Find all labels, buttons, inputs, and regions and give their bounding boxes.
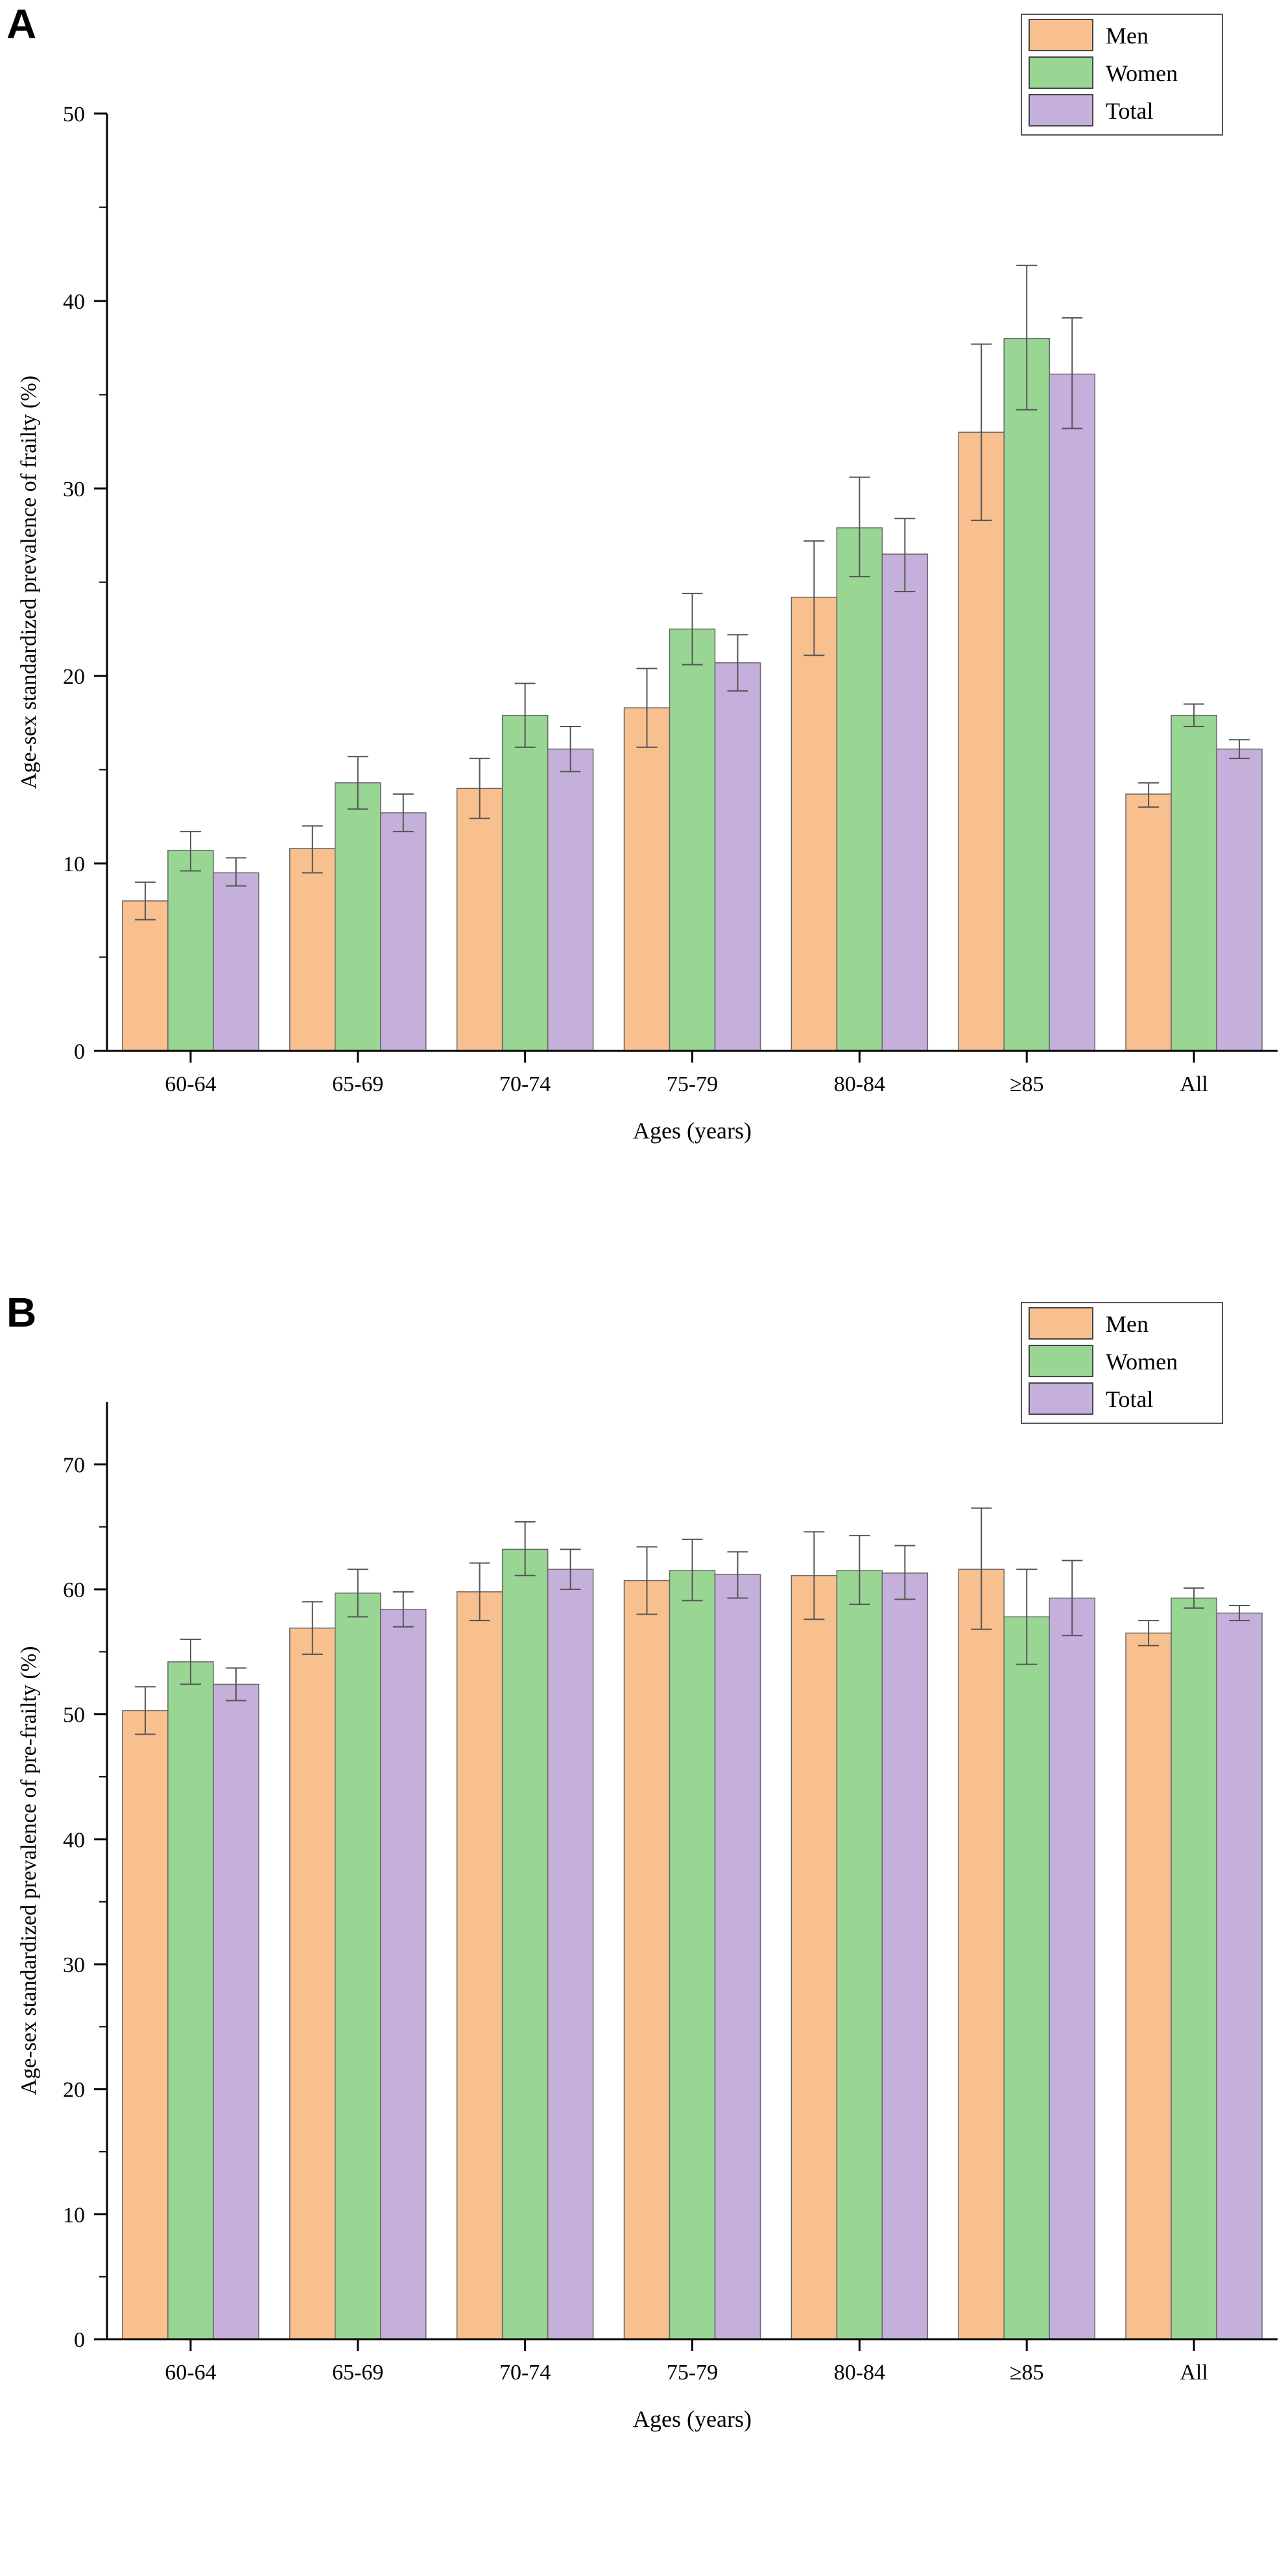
x-tick-label: 75-79 [667,1072,718,1096]
bar-men-≥85 [958,1569,1005,2340]
legend-label-total: Total [1106,98,1153,124]
bar-total-65-69 [380,1609,427,2340]
bar-total-60-64 [213,872,259,1052]
panel-a: A 0 10 20 30 40 50 60-64 65-69 70-74 75-79 80-84 ≥8… [6,1,1278,1144]
y-tick-label: 20 [63,2078,85,2102]
bar-women-All [1171,1597,1217,2340]
bar-total-≥85 [1049,373,1095,1052]
x-tick-label: 80-84 [834,2361,885,2385]
x-tick-label: All [1180,1072,1208,1096]
bar-women-≥85 [1003,1616,1050,2340]
x-tick-label: All [1180,2361,1208,2385]
legend-label-men: Men [1106,23,1149,49]
bar-men-All [1125,1632,1172,2340]
legend-label-women: Women [1106,60,1178,86]
panel-label-b: B [6,1289,37,1336]
bar-men-All [1125,793,1172,1052]
x-tick-label: 80-84 [834,1072,885,1096]
bar-total-70-74 [547,1569,594,2340]
x-tick-label: 70-74 [499,1072,551,1096]
bar-men-60-64 [122,1710,169,2340]
legend-swatch-total [1029,1382,1093,1415]
bar-total-75-79 [714,662,761,1052]
bar-men-70-74 [456,788,503,1052]
legend-swatch-men [1029,19,1093,51]
legend-label-men: Men [1106,1311,1149,1337]
y-tick-label: 10 [63,2203,85,2227]
y-tick-label: 40 [63,290,85,314]
bar-women-75-79 [669,1570,716,2340]
x-tick-label: 70-74 [499,2361,551,2385]
bar-women-60-64 [167,1661,214,2340]
bar-women-70-74 [501,1548,549,2340]
legend-swatch-total [1029,94,1093,126]
bar-total-All [1216,748,1263,1052]
bar-women-All [1171,714,1217,1052]
bar-men-80-84 [791,596,838,1052]
bar-women-80-84 [836,1570,883,2340]
y-tick-label: 0 [74,2328,85,2352]
bar-total-All [1216,1612,1263,2340]
panel-label-a: A [6,1,37,47]
pre-frailty-chart: 0 10 20 30 40 50 60 70 60-64 65-69 70-74 75-79 80-84… [17,1302,1278,2432]
y-tick-label: 10 [63,852,85,876]
bar-men-≥85 [958,431,1005,1052]
x-tick-label: 60-64 [165,2361,216,2385]
x-tick-label: 75-79 [667,2361,718,2385]
bar-total-70-74 [547,748,594,1052]
bar-total-≥85 [1049,1597,1095,2340]
y-tick-label: 40 [63,1828,85,1852]
y-tick-label: 0 [74,1040,85,1064]
frailty-chart: 0 10 20 30 40 50 60-64 65-69 70-74 75-79 80-84 ≥85 A… [17,14,1278,1144]
bar-men-60-64 [122,900,169,1052]
bar-women-60-64 [167,850,214,1052]
x-axis-title: Ages (years) [633,2406,752,2432]
y-tick-label: 20 [63,665,85,689]
y-tick-label: 50 [63,102,85,126]
bar-men-65-69 [289,1627,336,2340]
bar-women-65-69 [335,782,381,1052]
legend-label-total: Total [1106,1386,1153,1412]
bar-men-75-79 [623,707,671,1052]
x-tick-label: ≥85 [1010,1072,1044,1096]
y-tick-label: 60 [63,1578,85,1602]
y-tick-label: 50 [63,1703,85,1727]
x-axis-title: Ages (years) [633,1118,752,1144]
y-tick-label: 30 [63,1953,85,1977]
bar-women-≥85 [1003,338,1050,1052]
bar-total-75-79 [714,1574,761,2340]
x-tick-label: ≥85 [1010,2361,1044,2385]
y-axis-title: Age-sex standardized prevalence of pre-f… [17,1646,41,2095]
bar-total-80-84 [881,553,929,1052]
legend-label-women: Women [1106,1349,1178,1375]
bar-total-65-69 [380,812,427,1052]
bar-women-75-79 [669,629,716,1052]
bar-total-60-64 [213,1683,259,2340]
x-tick-label: 65-69 [332,2361,383,2385]
bar-women-70-74 [501,714,549,1052]
y-axis-title: Age-sex standardized prevalence of frail… [17,376,41,789]
legend-swatch-women [1029,1345,1093,1377]
bar-men-70-74 [456,1591,503,2340]
legend-swatch-men [1029,1307,1093,1340]
x-tick-label: 60-64 [165,1072,216,1096]
legend-swatch-women [1029,56,1093,89]
bar-men-75-79 [623,1580,671,2340]
bar-women-80-84 [836,527,883,1052]
x-tick-label: 65-69 [332,1072,383,1096]
panel-b: B 0 10 20 30 40 50 60 70 60-64 65-69 70-74 75-79 80-… [0,1288,1286,2576]
bar-men-80-84 [791,1575,838,2340]
y-tick-label: 70 [63,1453,85,1477]
bar-men-65-69 [289,848,336,1052]
y-tick-label: 30 [63,477,85,501]
bar-women-65-69 [335,1593,381,2340]
bar-total-80-84 [881,1572,929,2340]
